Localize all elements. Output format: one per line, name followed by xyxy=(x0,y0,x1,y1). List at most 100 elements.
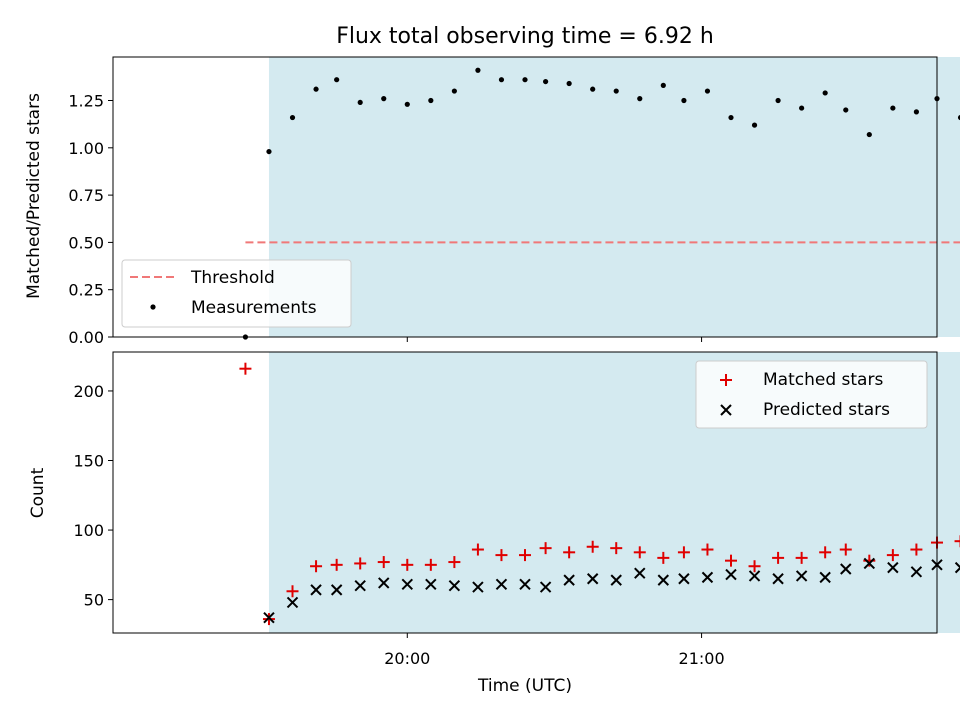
measurement-point xyxy=(381,96,387,102)
measurement-point xyxy=(498,77,505,83)
matched-star-point xyxy=(239,362,252,375)
bottom-y-tick-label: 200 xyxy=(73,382,104,401)
measurement-point xyxy=(266,148,272,155)
measurement-point xyxy=(681,97,687,104)
top-y-axis-label: Matched/Predicted stars xyxy=(24,93,44,299)
matched-star-point xyxy=(495,549,508,562)
x-tick-label: 20:00 xyxy=(384,649,430,668)
matched-star-point xyxy=(748,560,761,573)
cross-b xyxy=(495,578,508,591)
cross-b xyxy=(263,611,275,624)
bottom-y-tick-label: 150 xyxy=(73,452,104,471)
matched-star-point xyxy=(633,546,646,559)
cross-b xyxy=(425,578,437,591)
cross-b xyxy=(448,579,461,592)
measurement-point xyxy=(543,78,549,85)
matched-star-point xyxy=(471,543,484,556)
predicted-star-point xyxy=(586,573,599,585)
measurement-point xyxy=(866,131,872,138)
matched-star-point xyxy=(772,551,785,564)
predicted-star-point xyxy=(378,577,390,589)
matched-star-point xyxy=(586,540,599,553)
predicted-star-point xyxy=(954,561,960,574)
predicted-star-point xyxy=(701,571,714,584)
measurement-point xyxy=(751,122,758,128)
cross-b xyxy=(586,573,599,585)
cross-b xyxy=(910,566,923,578)
cross-b xyxy=(678,573,690,585)
cross-b xyxy=(748,570,761,582)
cross-b xyxy=(286,596,299,609)
predicted-star-point xyxy=(678,573,690,585)
measurement-point xyxy=(728,114,734,121)
cross-b xyxy=(401,578,413,591)
legend-predicted-swatch xyxy=(720,404,732,416)
matched-star-point xyxy=(954,535,960,548)
cross-b xyxy=(795,570,808,582)
measurement-point xyxy=(428,97,434,104)
top-legend-box xyxy=(121,259,352,328)
legend-measurement-swatch xyxy=(150,304,156,310)
cross-a xyxy=(954,561,960,569)
top-legend: Threshold Measurements xyxy=(121,259,352,328)
cross-b xyxy=(720,404,732,416)
measurement-point xyxy=(522,77,528,83)
legend-predicted-label: Predicted stars xyxy=(763,400,890,420)
bottom-y-tick-label: 100 xyxy=(73,521,104,540)
matched-star-point xyxy=(310,560,323,573)
measurement-point xyxy=(334,77,340,83)
predicted-star-point xyxy=(539,581,552,593)
predicted-star-point xyxy=(472,581,484,593)
predicted-star-point xyxy=(448,579,461,592)
predicted-star-point xyxy=(910,566,923,578)
cross-b xyxy=(563,574,575,586)
predicted-star-point xyxy=(657,574,670,586)
predicted-star-point xyxy=(610,574,622,586)
matched-star-point xyxy=(701,543,714,556)
matched-star-point xyxy=(377,556,390,569)
chart-title: Flux total observing time = 6.92 h xyxy=(336,24,714,49)
predicted-star-point xyxy=(425,578,437,591)
cross-b xyxy=(610,574,622,586)
top-y-tick-label: 0.00 xyxy=(68,328,104,347)
cross-b xyxy=(840,563,852,575)
cross-b xyxy=(354,579,366,592)
matched-star-point xyxy=(286,585,299,598)
cross-b xyxy=(310,584,322,596)
legend-matched-swatch xyxy=(720,374,732,386)
predicted-star-point xyxy=(748,570,761,582)
measurement-point xyxy=(590,86,596,92)
bottom-y-axis-label: Count xyxy=(28,467,48,518)
matched-star-point xyxy=(539,542,552,555)
predicted-star-point xyxy=(634,567,646,579)
cross-b xyxy=(378,577,390,589)
predicted-star-point xyxy=(263,611,275,624)
matched-star-point xyxy=(910,543,923,556)
matched-star-point xyxy=(725,554,737,567)
matched-star-point xyxy=(886,549,899,562)
cross-b xyxy=(819,571,831,584)
measurement-point xyxy=(890,105,896,111)
measurement-point xyxy=(566,80,572,87)
matched-star-point xyxy=(424,558,437,571)
cross-b xyxy=(330,584,343,596)
bottom-axes-frame xyxy=(112,351,938,634)
matched-star-point xyxy=(657,551,670,564)
measurement-point xyxy=(475,67,481,73)
measurement-point xyxy=(843,107,849,113)
measurement-point xyxy=(313,86,319,92)
matched-star-point xyxy=(330,558,343,571)
legend-matched-label: Matched stars xyxy=(763,370,883,390)
matched-star-point xyxy=(795,551,808,564)
cross-b xyxy=(634,567,646,579)
predicted-star-point xyxy=(354,579,366,592)
matched-star-point xyxy=(401,558,414,571)
measurement-point xyxy=(799,105,805,111)
matched-star-point xyxy=(354,557,367,570)
measurement-point xyxy=(613,88,619,94)
measurement-point xyxy=(357,99,363,106)
predicted-star-point xyxy=(495,578,508,591)
top-y-tick-label: 1.25 xyxy=(68,92,104,111)
matched-star-point xyxy=(448,556,461,569)
predicted-star-point xyxy=(887,561,899,574)
